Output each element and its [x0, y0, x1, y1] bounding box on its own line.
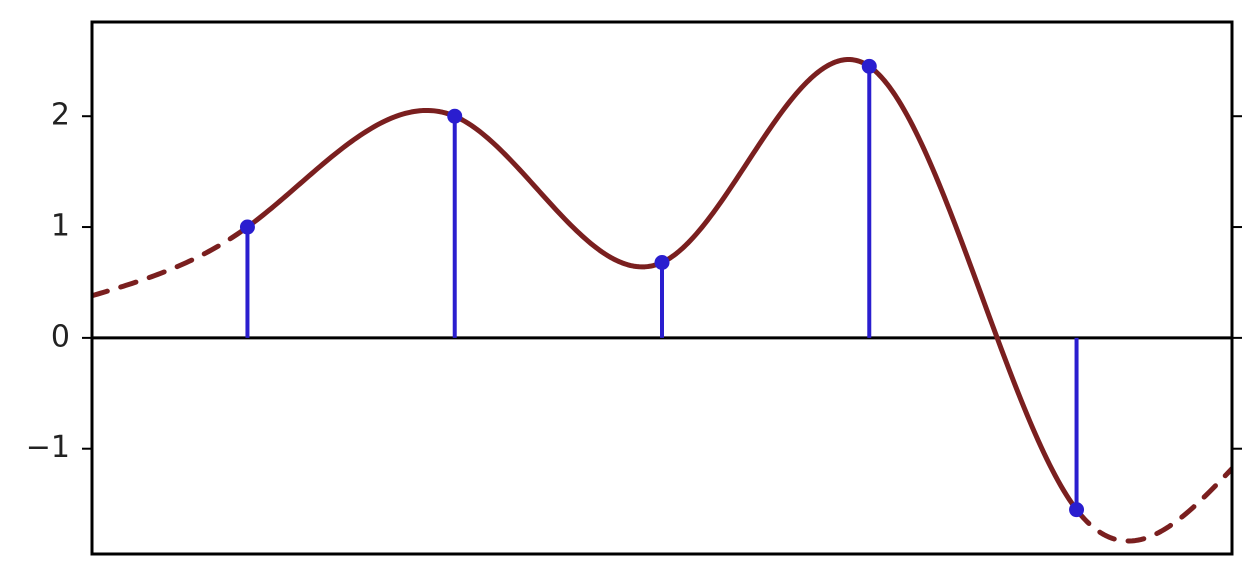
chart-container: −1 0 1 2: [0, 0, 1246, 580]
stem-marker: [448, 109, 462, 123]
y-tick-label: 1: [51, 209, 70, 244]
stem-marker: [862, 59, 876, 73]
chart-svg: −1 0 1 2: [0, 0, 1246, 580]
stem-marker: [655, 256, 669, 270]
y-tick-label: 0: [51, 319, 70, 354]
chart-background: [0, 0, 1246, 580]
stem-marker: [1070, 503, 1084, 517]
stem-marker: [240, 220, 254, 234]
y-tick-label: −1: [26, 430, 70, 465]
y-tick-label: 2: [51, 98, 70, 133]
